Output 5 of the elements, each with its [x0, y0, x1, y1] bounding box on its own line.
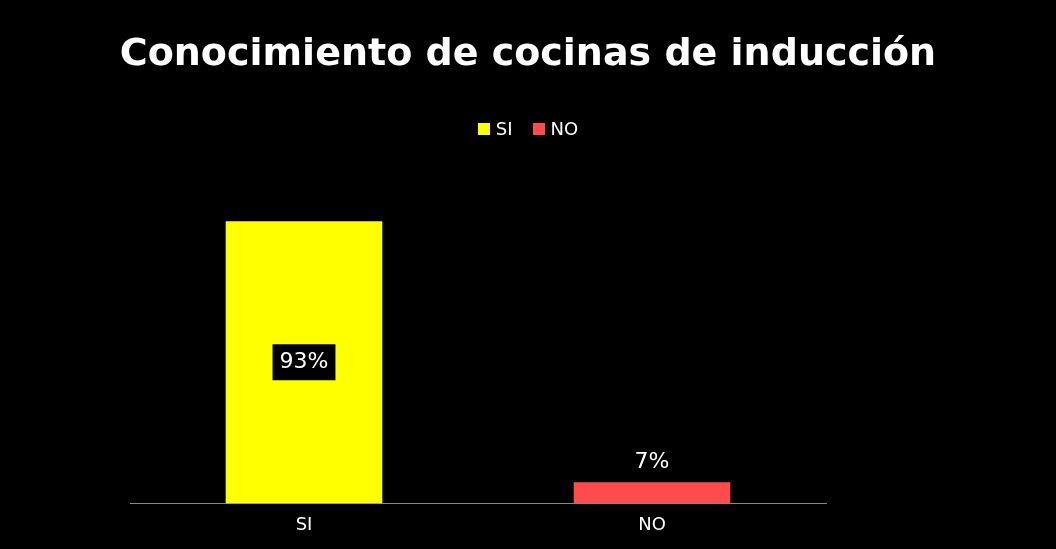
chart-title: Conocimiento de cocinas de inducción: [118, 30, 938, 74]
legend-label: NO: [549, 118, 579, 139]
data-label: 7%: [634, 447, 670, 473]
legend-label: SI: [494, 118, 513, 139]
data-label: 93%: [279, 348, 329, 374]
